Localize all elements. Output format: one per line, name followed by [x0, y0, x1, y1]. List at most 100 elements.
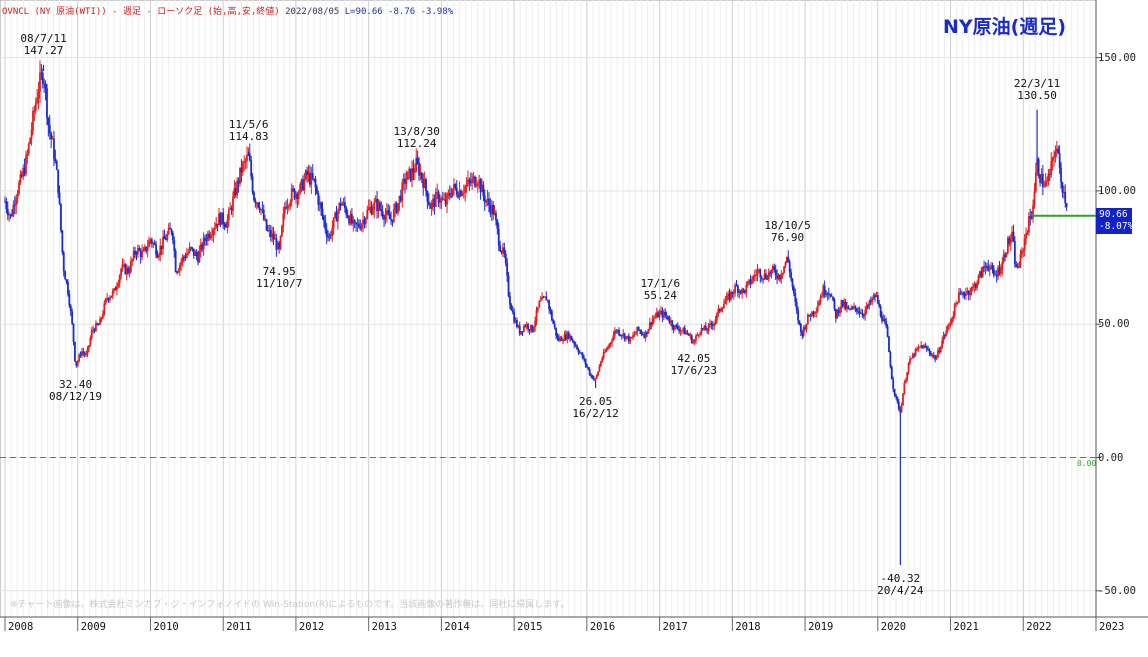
candle-body	[840, 299, 843, 309]
candle-body	[64, 271, 67, 280]
candle-body	[728, 293, 731, 300]
candle-body	[1047, 173, 1050, 181]
zero-line-label: 0.00	[1077, 459, 1097, 468]
candle-body	[355, 222, 357, 225]
candle-body	[276, 242, 279, 250]
candle-body	[129, 261, 132, 273]
candle-body	[812, 311, 815, 315]
candle-body	[1030, 217, 1033, 219]
x-tick-label: 2021	[953, 621, 979, 633]
last-price-value: 90.66	[1099, 209, 1128, 220]
candle-body	[578, 352, 581, 354]
candle-body	[583, 358, 585, 360]
candle-body	[774, 270, 777, 276]
candle-body	[54, 158, 57, 162]
candle-body	[385, 210, 388, 215]
candle-body	[602, 351, 605, 358]
candle-body	[998, 267, 1001, 274]
candle-body	[320, 202, 323, 209]
candle-body	[713, 323, 716, 326]
candle-body	[265, 219, 268, 231]
candle-body	[822, 285, 825, 297]
candle-body	[304, 170, 307, 180]
candle-body	[988, 267, 991, 271]
candle-body	[752, 275, 755, 281]
candle-body	[69, 305, 72, 312]
candle-body	[830, 295, 833, 297]
candle-body	[314, 178, 317, 188]
candle-body	[984, 265, 987, 269]
candle-body	[360, 224, 363, 229]
candle-body	[113, 288, 115, 292]
candle-body	[525, 324, 528, 327]
candle-body	[236, 180, 239, 195]
candle-body	[637, 326, 640, 330]
candle-body	[584, 358, 587, 365]
candle-body	[500, 251, 503, 253]
candle-body	[281, 225, 283, 237]
candle-body	[225, 226, 227, 228]
x-tick-label: 2010	[153, 621, 179, 633]
candle-body	[211, 234, 213, 236]
candle-body	[223, 223, 226, 227]
annotation-date: 17/1/6	[640, 277, 681, 291]
candle-body	[693, 340, 696, 343]
candle-body	[131, 259, 134, 262]
candle-body	[576, 345, 578, 350]
candle-body	[869, 300, 872, 303]
candle-body	[349, 214, 352, 224]
candle-body	[646, 331, 648, 334]
candle-body	[404, 178, 406, 185]
candle-body	[388, 213, 391, 220]
candle-body	[886, 326, 889, 337]
candle-body	[910, 358, 913, 360]
candle-body	[744, 290, 746, 293]
candle-body	[83, 353, 86, 355]
candle-body	[434, 192, 437, 207]
candle-body	[692, 342, 695, 344]
candle-body	[289, 201, 292, 206]
candle-body	[216, 223, 219, 226]
candle-body	[202, 237, 205, 250]
candle-body	[188, 247, 191, 253]
candle-body	[541, 296, 544, 300]
candle-body	[267, 230, 269, 232]
candle-body	[909, 358, 911, 364]
candle-body	[514, 320, 517, 323]
candle-body	[317, 193, 320, 206]
candle-body	[121, 264, 124, 270]
candle-body	[977, 275, 980, 283]
candle-body	[758, 269, 760, 271]
candle-body	[239, 167, 241, 184]
candle-body	[730, 291, 732, 300]
candle-body	[867, 305, 869, 307]
candle-body	[938, 350, 941, 352]
candle-body	[341, 203, 343, 206]
candle-body	[974, 284, 977, 288]
candle-body	[917, 347, 920, 350]
candle-body	[647, 329, 650, 334]
candle-body	[987, 266, 990, 271]
annotation-value: 26.05	[579, 395, 613, 409]
candle-body	[976, 282, 979, 288]
candle-body	[738, 290, 741, 294]
annotation-a2008b: 32.40 08/12/19	[49, 379, 102, 403]
candle-body	[980, 271, 983, 277]
candle-body	[885, 321, 888, 327]
candle-body	[343, 202, 346, 209]
candle-body	[282, 213, 285, 226]
last-price-change: -8.07%	[1099, 221, 1134, 232]
candle-body	[851, 307, 854, 309]
candle-body	[808, 314, 811, 316]
candle-body	[18, 182, 20, 194]
candle-body	[226, 219, 229, 228]
candle-body	[350, 214, 353, 224]
candle-body	[981, 266, 984, 277]
candle-body	[939, 347, 942, 352]
candle-body	[676, 325, 679, 329]
candle-body	[36, 98, 39, 103]
candle-body	[1026, 232, 1029, 234]
candle-body	[88, 345, 90, 349]
candle-body	[117, 283, 120, 287]
candle-body	[669, 320, 672, 323]
